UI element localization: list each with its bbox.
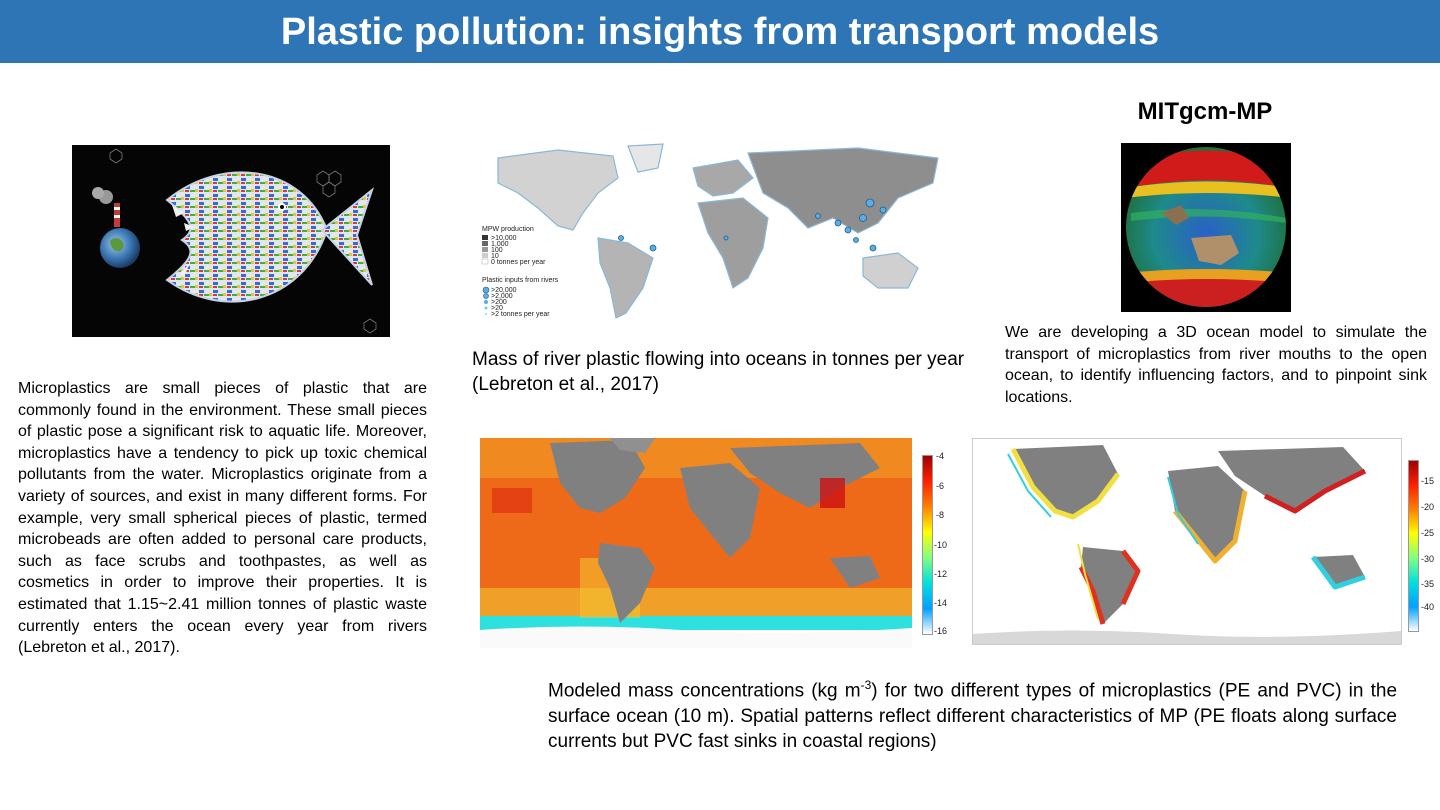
legend-rivers-title: Plastic inputs from rivers — [482, 277, 559, 284]
legend-mpw-title: MPW production — [482, 226, 534, 233]
model-description: We are developing a 3D ocean model to si… — [1005, 324, 1427, 406]
pe-colorbar — [922, 455, 933, 635]
pvc-colorbar-tick: -30 — [1421, 554, 1435, 564]
pe-colorbar-tick: -4 — [936, 451, 945, 461]
legend-river-item: >2 tonnes per year — [491, 311, 550, 318]
pvc-colorbar — [1408, 460, 1419, 632]
pe-colorbar-tick: -14 — [934, 598, 948, 608]
pvc-colorbar-tick: -20 — [1421, 502, 1435, 512]
legend-mpw-item: 0 tonnes per year — [491, 259, 546, 266]
pe-colorbar-tick: -6 — [936, 481, 945, 491]
pe-concentration-map — [480, 438, 912, 648]
pvc-colorbar-tick: -25 — [1421, 528, 1435, 538]
microplastics-paragraph: Microplastics are small pieces of plasti… — [18, 380, 427, 657]
pe-colorbar-tick: -10 — [934, 540, 948, 550]
pe-colorbar-tick: -16 — [934, 626, 948, 636]
pvc-colorbar-tick: -40 — [1421, 602, 1435, 612]
legend-river-item: >2,000 — [491, 293, 513, 300]
legend-river-item: >200 — [491, 299, 507, 306]
pvc-colorbar-tick: -15 — [1421, 476, 1435, 486]
title-banner: Plastic pollution: insights from transpo… — [0, 0, 1440, 63]
legend-mpw-item: 10 — [491, 253, 499, 260]
model-heading: MITgcm-MP — [1137, 98, 1273, 125]
caption-text-before: Modeled mass concentrations (kg m — [548, 680, 861, 702]
caption-superscript: -3 — [860, 678, 872, 692]
legend-mpw-item: >10,000 — [491, 235, 517, 242]
mitgcm-globe — [1121, 143, 1291, 312]
legend-river-item: >20 — [491, 305, 503, 312]
pvc-colorbar-tick: -35 — [1421, 579, 1435, 589]
legend-mpw-item: 100 — [491, 247, 503, 254]
legend-mpw-item: 1,000 — [491, 241, 509, 248]
pvc-concentration-map — [972, 438, 1402, 645]
river-plastic-map: MPW production >10,000 1,000 100 10 0 to… — [478, 138, 968, 326]
legend-river-item: >20,000 — [491, 287, 517, 294]
pe-colorbar-tick: -8 — [936, 510, 945, 520]
caption-text-after: ) for two different types of microplasti… — [548, 680, 1398, 753]
pe-colorbar-tick: -12 — [934, 569, 948, 579]
page-title: Plastic pollution: insights from transpo… — [280, 11, 1160, 53]
fish-illustration — [72, 145, 390, 337]
river-map-caption: Mass of river plastic flowing into ocean… — [472, 349, 965, 395]
concentration-caption: Modeled mass concentrations (kg m-3) for… — [548, 673, 1397, 755]
